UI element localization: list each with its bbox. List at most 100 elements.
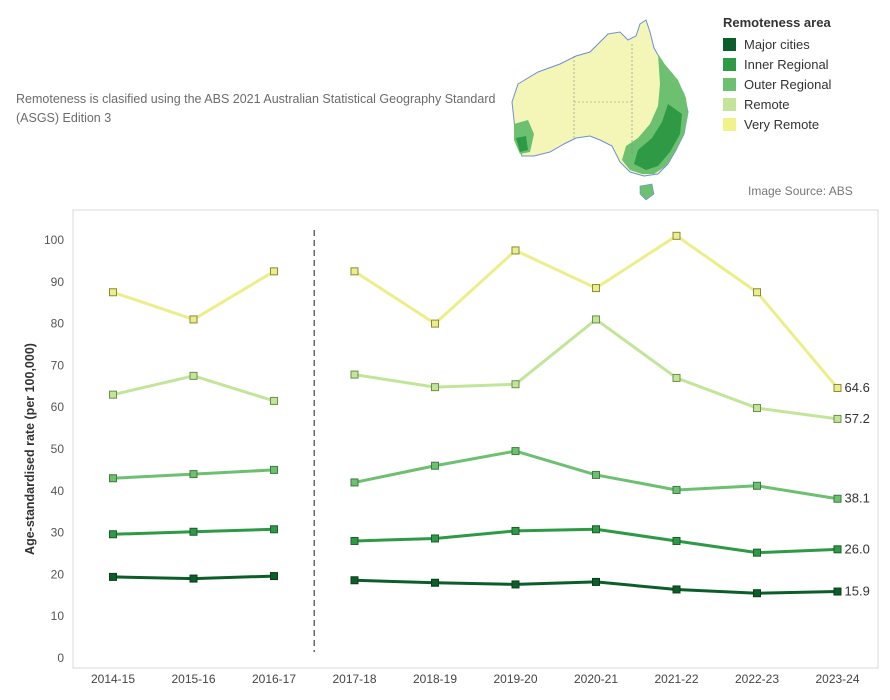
data-point [270,396,278,405]
y-tick-label: 0 [57,651,64,665]
data-point [592,470,600,479]
map-southwest-inner [516,136,528,152]
data-point [753,288,761,297]
data-point [753,404,761,413]
data-point [672,585,681,594]
x-tick-label: 2022-23 [735,672,779,686]
y-tick-label: 100 [44,233,64,247]
y-tick-label: 20 [51,567,65,581]
data-point [833,383,842,392]
legend-label: Outer Regional [744,76,832,92]
x-tick-label: 2021-22 [654,672,698,686]
data-point [833,545,842,554]
legend-item-very-remote[interactable]: Very Remote [723,114,831,134]
data-point [431,534,439,543]
series-line-very-remote [353,234,839,389]
data-point [431,578,439,587]
data-point [672,485,681,494]
data-point [511,246,520,255]
data-point [109,572,117,581]
y-tick-label: 60 [51,400,65,414]
legend-label: Very Remote [744,116,820,132]
series-line-very-remote [112,270,275,321]
data-point [270,267,278,276]
end-data-label: 26.0 [845,541,870,556]
y-tick-label: 10 [51,609,65,623]
data-point [833,587,842,596]
data-point [109,530,117,539]
x-tick-label: 2023-24 [815,672,859,686]
legend-label: Inner Regional [744,56,829,72]
data-point [672,373,681,382]
data-point [350,536,359,545]
legend-swatch [723,57,736,71]
data-point [270,525,278,534]
data-point [592,525,600,534]
data-point [672,536,681,545]
data-point [753,481,761,490]
y-tick-label: 70 [51,358,65,372]
legend-item-inner-regional[interactable]: Inner Regional [723,54,831,74]
legend-item-outer-regional[interactable]: Outer Regional [723,74,831,94]
data-point [270,465,278,474]
legend-swatch [723,117,736,131]
data-point [511,447,520,456]
legend-swatch [723,97,736,111]
y-tick-label: 40 [51,484,65,498]
end-data-label: 64.6 [845,380,870,395]
data-point [109,288,117,297]
legend-item-remote[interactable]: Remote [723,94,831,114]
data-point [270,572,278,581]
data-point [189,371,198,380]
y-tick-label: 50 [51,442,65,456]
x-tick-label: 2017-18 [332,672,376,686]
data-point [189,470,198,479]
data-point [189,315,198,324]
y-tick-label: 90 [51,275,65,289]
y-tick-label: 30 [51,526,65,540]
data-point [109,474,117,483]
legend-swatch [723,77,736,91]
y-axis-label: Age-standardised rate (per 100,000) [23,343,37,555]
plot-frame [72,209,879,669]
data-point [592,315,600,324]
remoteness-note: Remoteness is clasified using the ABS 20… [16,92,496,125]
data-point [350,267,359,276]
x-tick-label: 2019-20 [493,672,537,686]
y-tick-label: 80 [51,317,65,331]
end-data-label: 15.9 [845,584,870,599]
data-point [431,383,439,392]
australia-remoteness-map [511,19,689,201]
image-source: Image Source: ABS [748,184,853,198]
data-point [350,576,359,585]
data-point [511,526,520,535]
legend-swatch [723,37,736,51]
legend-title: Remoteness area [723,15,831,30]
data-point [511,380,520,389]
x-tick-label: 2015-16 [171,672,215,686]
data-point [350,370,359,379]
data-point [189,527,198,536]
data-point [189,574,198,583]
data-point [511,580,520,589]
data-point [592,284,600,293]
data-point [592,577,600,586]
data-point [431,319,439,328]
data-point [109,390,117,399]
legend: Remoteness area Major cities Inner Regio… [723,15,831,134]
data-point [753,589,761,598]
legend-label: Remote [744,96,790,112]
data-point [833,494,842,503]
x-tick-label: 2016-17 [252,672,296,686]
x-tick-label: 2014-15 [91,672,135,686]
legend-item-major-cities[interactable]: Major cities [723,34,831,54]
end-data-label: 57.2 [845,411,870,426]
data-point [672,231,681,240]
data-point [350,478,359,487]
x-tick-label: 2018-19 [413,672,457,686]
data-point [431,461,439,470]
end-data-label: 38.1 [845,491,870,506]
data-point [753,548,761,557]
x-tick-label: 2020-21 [574,672,618,686]
